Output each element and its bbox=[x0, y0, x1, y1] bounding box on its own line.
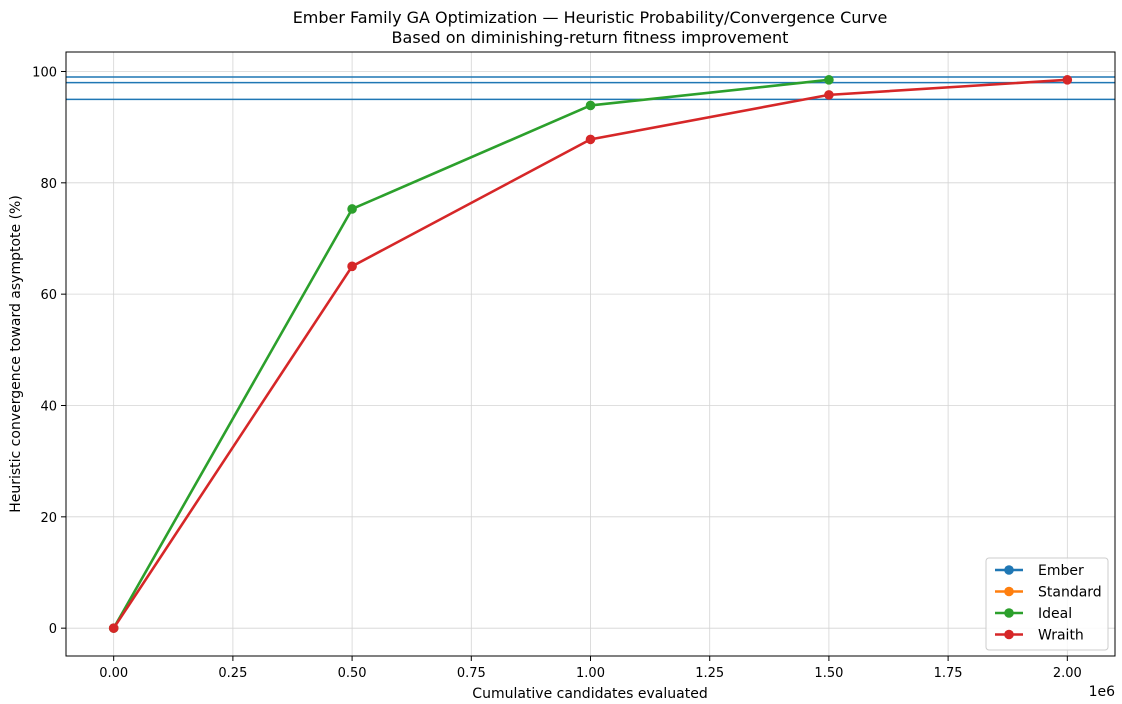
x-tick-label: 1.50 bbox=[814, 666, 843, 681]
legend: Ember Standard Ideal Wraith bbox=[985, 557, 1109, 651]
y-tick-label: 100 bbox=[32, 65, 57, 80]
data-point-wraith bbox=[347, 261, 357, 272]
legend-swatch-marker bbox=[1004, 586, 1014, 597]
x-offset-label: 1e6 bbox=[1089, 684, 1116, 700]
x-tick-label: 0.75 bbox=[457, 666, 486, 681]
y-tick-label: 40 bbox=[40, 399, 57, 414]
chart-title: Ember Family GA Optimization — Heuristic… bbox=[293, 8, 888, 27]
legend-swatch-marker bbox=[1004, 565, 1014, 575]
data-point-wraith bbox=[824, 90, 834, 100]
reference-lines bbox=[66, 76, 1115, 101]
x-tick-label: 0.50 bbox=[338, 666, 367, 681]
x-axis-label: Cumulative candidates evaluated bbox=[472, 686, 707, 702]
legend-swatch-marker bbox=[1004, 608, 1014, 618]
y-tick-label: 20 bbox=[40, 511, 57, 526]
legend-label: Ember bbox=[1038, 563, 1084, 579]
data-point-wraith bbox=[108, 623, 119, 633]
data-point-ideal bbox=[585, 100, 596, 111]
series bbox=[108, 75, 1073, 633]
y-tick-label: 80 bbox=[40, 177, 57, 192]
y-ticks: 0 20 40 60 80 100 bbox=[32, 65, 66, 637]
legend-label: Standard bbox=[1038, 585, 1102, 601]
data-point-ideal bbox=[824, 75, 834, 85]
data-point-wraith bbox=[1062, 75, 1073, 85]
data-point-ideal bbox=[347, 204, 357, 214]
legend-label: Ideal bbox=[1038, 606, 1072, 622]
series-line-ideal bbox=[112, 78, 830, 629]
x-tick-label: 1.00 bbox=[576, 666, 605, 681]
chart-subtitle: Based on diminishing-return fitness impr… bbox=[392, 28, 789, 47]
y-tick-label: 0 bbox=[49, 622, 57, 637]
x-tick-label: 1.75 bbox=[934, 666, 963, 681]
legend-swatch-marker bbox=[1004, 629, 1014, 640]
x-tick-label: 2.00 bbox=[1053, 666, 1082, 681]
x-tick-label: 0.25 bbox=[218, 666, 247, 681]
legend-label: Wraith bbox=[1038, 628, 1084, 644]
y-tick-label: 60 bbox=[40, 288, 57, 303]
x-tick-label: 0.00 bbox=[99, 666, 128, 681]
x-tick-label: 1.25 bbox=[695, 666, 724, 681]
legend-box bbox=[985, 557, 1109, 651]
data-point-wraith bbox=[585, 134, 596, 145]
y-axis-label: Heuristic convergence toward asymptote (… bbox=[8, 195, 24, 513]
x-ticks: 0.00 0.25 0.50 0.75 1.00 1.25 1.50 1.75 2.00 bbox=[99, 656, 1082, 681]
